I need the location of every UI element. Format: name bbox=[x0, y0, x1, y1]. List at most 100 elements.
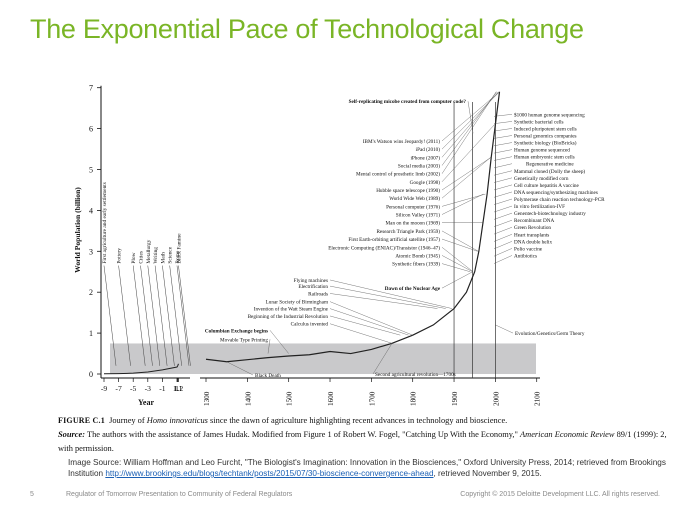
mid-event-label: Hubble space telescope (1990) bbox=[376, 187, 440, 194]
left-event-label: Calculus invented bbox=[291, 322, 329, 328]
right-event-leader bbox=[493, 212, 513, 220]
mid-event-label: Synthetic fibers (1939) bbox=[392, 261, 440, 268]
right-event-leader bbox=[493, 227, 513, 235]
right-event-leader bbox=[493, 149, 513, 154]
mid-event-label: Self-replicating micobe created from com… bbox=[349, 99, 467, 105]
shaded-band bbox=[110, 343, 536, 374]
mid-event-leader bbox=[441, 263, 471, 272]
right-event-label: Polio vaccine bbox=[514, 246, 543, 252]
figure-label: FIGURE C.1 bbox=[58, 416, 105, 425]
mid-event-label: iPhone (2007) bbox=[410, 154, 440, 161]
footer-copyright: Copyright © 2015 Deloitte Development LL… bbox=[460, 491, 660, 498]
ancient-tick-label: -1 bbox=[159, 384, 166, 393]
mid-event-leader bbox=[441, 255, 473, 272]
right-event-leader bbox=[493, 191, 513, 198]
source-text-prefix: The authors with the assistance of James… bbox=[86, 430, 521, 439]
mid-event-leader bbox=[441, 124, 495, 182]
right-event-leader bbox=[493, 248, 513, 257]
right-event-label: Antibiotics bbox=[514, 253, 537, 259]
left-event-label: Flying machines bbox=[294, 278, 328, 284]
left-event-label: Railroads bbox=[308, 291, 328, 297]
low-event-label: Second agricultural revolution—1700s bbox=[375, 372, 456, 378]
right-event-leader bbox=[493, 205, 513, 213]
left-event-label: Electrification bbox=[298, 283, 328, 290]
right-event-leader bbox=[493, 156, 513, 161]
y-tick-label: 0 bbox=[89, 370, 93, 379]
source-text-italic: American Economic Review bbox=[520, 430, 615, 439]
y-tick-label: 1 bbox=[89, 329, 93, 338]
mid-event-leader bbox=[441, 91, 497, 166]
y-tick-label: 3 bbox=[89, 247, 93, 256]
y-axis-label: World Population (billion) bbox=[73, 187, 82, 273]
right-event-leader bbox=[493, 198, 513, 205]
right-event-label: Polymerase chain reaction technology-PCR bbox=[514, 197, 605, 203]
right-event-leader bbox=[493, 255, 513, 264]
left-event-leader bbox=[329, 285, 446, 309]
ancient-event-label: First agriculture and early settlements bbox=[102, 182, 108, 263]
ancient-event-leader bbox=[154, 265, 168, 366]
right-event-leader bbox=[493, 135, 513, 139]
modern-tick-label: 1900 bbox=[451, 391, 459, 406]
ancient-event-leader bbox=[176, 265, 190, 366]
low-event-leader bbox=[226, 361, 254, 376]
right-event-leader bbox=[493, 114, 513, 117]
ancient-event-label: Math bbox=[160, 252, 166, 264]
right-event-label: DNA double helix bbox=[514, 239, 552, 245]
ancient-event-label: Cities bbox=[139, 251, 145, 264]
mid-event-leader bbox=[441, 91, 500, 142]
mid-event-label: First Earth-orbiting artificial satellit… bbox=[348, 236, 440, 243]
mid-event-label: Social media (2003) bbox=[398, 162, 440, 169]
y-tick-label: 4 bbox=[89, 206, 93, 215]
right-event-label: DNA sequencing/synthesizing machines bbox=[514, 190, 598, 196]
mid-event-label: World Wide Web (1989) bbox=[389, 195, 440, 202]
ancient-tick-label: -9 bbox=[101, 384, 108, 393]
mid-event-leader bbox=[441, 247, 474, 272]
right-event-label: Synthetic bacterial cells bbox=[514, 119, 564, 125]
figure-caption: FIGURE C.1 Journey of Homo innovaticus s… bbox=[58, 414, 678, 456]
left-event-leader bbox=[329, 323, 393, 344]
ancient-event-label: Black Famine bbox=[176, 233, 182, 264]
modern-tick-label: 1300 bbox=[203, 391, 211, 406]
mid-event-leader bbox=[441, 271, 473, 289]
figure-source: Source: The authors with the assistance … bbox=[58, 428, 678, 456]
right-event-label: $1000 human genome sequencing bbox=[514, 111, 585, 118]
figure-title-suffix: since the dawn of agriculture highlighti… bbox=[207, 416, 508, 425]
ancient-event-leader bbox=[169, 265, 182, 366]
right-event-leader bbox=[493, 219, 513, 227]
mid-event-label: Research Triangle Park (1959) bbox=[376, 228, 440, 235]
ancient-event-label: Science bbox=[168, 246, 174, 263]
mid-event-label: Mental control of prosthetic limb (2002) bbox=[356, 171, 440, 178]
left-event-label: Beginning of the Industrial Revolution bbox=[248, 313, 329, 320]
modern-tick-label: 1700 bbox=[368, 391, 376, 406]
right-event-label: Regenerative medicine bbox=[526, 162, 574, 168]
mid-event-leader bbox=[441, 91, 497, 174]
mid-event-label: Man on the mooon (1969) bbox=[386, 220, 441, 227]
left-event-leader bbox=[329, 293, 438, 309]
y-tick-label: 6 bbox=[89, 125, 93, 134]
image-source-link[interactable]: http://www.brookings.edu/blogs/techtank/… bbox=[105, 469, 434, 478]
low-event-label: Evolution/Genetics/Germ Theory bbox=[515, 331, 585, 337]
low-event-leader bbox=[372, 343, 393, 375]
ancient-event-label: Rome bbox=[175, 250, 181, 263]
modern-tick-label: 2100 bbox=[534, 391, 542, 406]
modern-tick-label: 1800 bbox=[410, 391, 418, 406]
right-event-label: Human embryonic stem cells bbox=[514, 155, 575, 161]
ancient-event-leader bbox=[103, 265, 117, 366]
ancient-tick-label: -5 bbox=[130, 384, 137, 393]
ancient-event-leader bbox=[178, 265, 191, 366]
right-event-label: Cell culture hepatitis A vaccine bbox=[514, 183, 580, 189]
ancient-event-leader bbox=[132, 265, 146, 366]
right-event-leader bbox=[493, 241, 513, 250]
low-event-label: Black Death bbox=[255, 373, 281, 379]
footer-presentation-title: Regulator of Tomorrow Presentation to Co… bbox=[66, 491, 293, 498]
modern-tick-label: 1600 bbox=[327, 391, 335, 406]
mid-event-label: IBM's Watson wins Jeopardy! (2011) bbox=[363, 138, 440, 145]
ancient-event-label: Metallurgy bbox=[146, 239, 152, 263]
slide-title: The Exponential Pace of Technological Ch… bbox=[30, 14, 584, 44]
right-event-leader bbox=[493, 163, 513, 169]
left-event-label: Columbian Exchange begins bbox=[205, 328, 268, 334]
right-event-label: Heart transplants bbox=[514, 232, 549, 238]
mid-event-label: Atomic Bomb (1945) bbox=[395, 252, 440, 259]
source-label: Source: bbox=[58, 430, 85, 439]
